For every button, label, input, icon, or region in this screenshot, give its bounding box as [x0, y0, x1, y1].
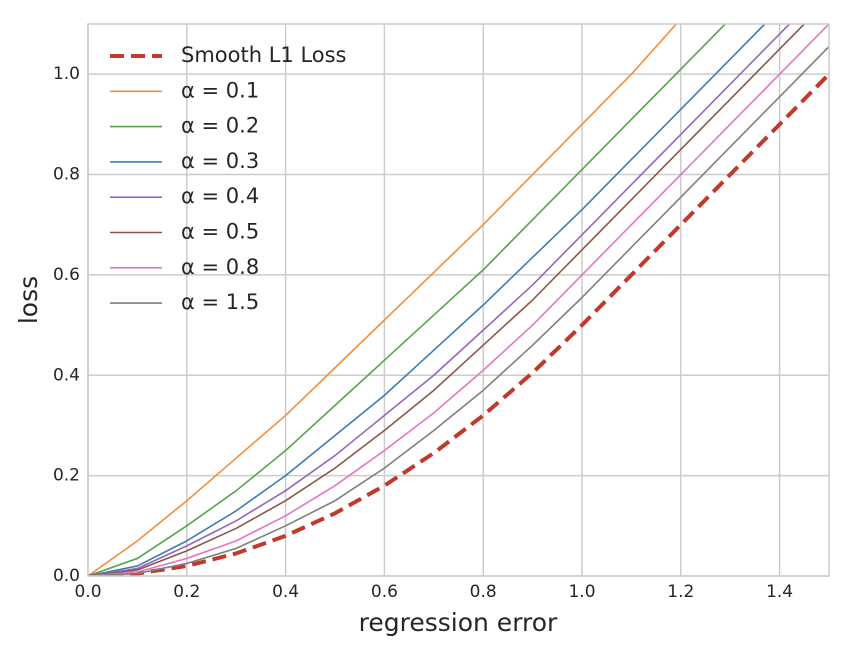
y-tick-label: 0.0: [53, 566, 80, 586]
legend-label: Smooth L1 Loss: [181, 43, 347, 67]
x-tick-label: 1.4: [766, 582, 793, 602]
series-line: [88, 72, 829, 576]
legend-label: α = 0.4: [181, 184, 259, 208]
x-tick-label: 0.6: [371, 582, 398, 602]
y-tick-label: 1.0: [53, 64, 80, 84]
series-line: [88, 24, 829, 576]
series-line: [88, 24, 727, 576]
x-tick-label: 0.0: [74, 582, 101, 602]
x-tick-label: 0.4: [272, 582, 299, 602]
legend-label: α = 1.5: [181, 290, 259, 314]
y-tick-label: 0.4: [53, 365, 80, 385]
series-line: [88, 46, 829, 576]
plot-area: [88, 24, 829, 576]
legend-label: α = 0.1: [181, 78, 259, 102]
series-line: [88, 24, 678, 576]
legend-label: α = 0.3: [181, 149, 259, 173]
x-tick-label: 1.0: [568, 582, 595, 602]
x-tick-label: 0.8: [470, 582, 497, 602]
x-tick-label: 0.2: [173, 582, 200, 602]
y-axis-label: loss: [14, 276, 43, 324]
y-tick-label: 0.6: [53, 265, 80, 285]
series-line: [88, 24, 791, 576]
legend-label: α = 0.5: [181, 220, 259, 244]
y-tick-label: 0.8: [53, 165, 80, 185]
plot-frame: [87, 23, 830, 577]
legend-label: α = 0.8: [181, 255, 259, 279]
y-tick-label: 0.2: [53, 466, 80, 486]
series-line: [88, 24, 766, 576]
series-line: [88, 24, 806, 576]
legend: Smooth L1 Loss α = 0.1 α = 0.2 α = 0.3 α = 0…: [110, 43, 347, 314]
legend-label: α = 0.2: [181, 114, 259, 138]
x-axis-label: regression error: [359, 608, 558, 637]
lines: [88, 24, 829, 576]
x-tick-label: 1.2: [667, 582, 694, 602]
